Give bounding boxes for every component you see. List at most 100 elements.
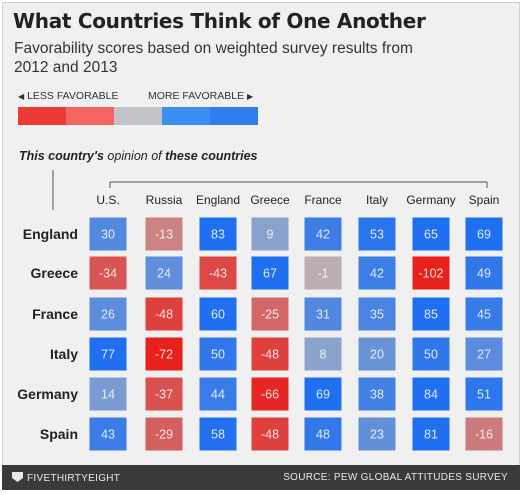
footer-bar: FIVETHIRTYEIGHT SOURCE: PEW GLOBAL ATTIT… (2, 465, 520, 490)
heatmap-cell (145, 217, 183, 251)
column-label: Greece (250, 193, 290, 207)
cell-value-label: -1 (317, 267, 328, 281)
right-triangle-icon: ▶ (247, 92, 254, 101)
heatmap-cell (251, 417, 289, 451)
cell-value-label: -48 (261, 348, 279, 362)
cell-value-label: 8 (320, 348, 327, 362)
heatmap-cell (251, 217, 289, 251)
cell-value-label: -37 (155, 388, 173, 402)
left-triangle-icon: ◀ (18, 92, 25, 101)
axis-caption: This country's opinion of these countrie… (19, 149, 258, 163)
legend-swatch (162, 107, 210, 125)
column-label: England (196, 193, 240, 207)
heatmap-cell (412, 377, 450, 411)
heatmap-cell (412, 217, 450, 251)
row-label: England (23, 226, 78, 242)
heatmap-cell (358, 337, 396, 371)
cell-value-label: -72 (155, 348, 173, 362)
cell-value-label: 77 (101, 348, 115, 362)
axis-caption-middle: opinion of (103, 149, 166, 163)
cell-value-label: -48 (155, 308, 173, 322)
column-label: France (304, 193, 342, 207)
heatmap-cell (251, 297, 289, 331)
cell-value-label: 23 (370, 428, 384, 442)
footer-brand: FIVETHIRTYEIGHT (12, 472, 120, 484)
heatmap-cell (145, 417, 183, 451)
heatmap-cell (251, 256, 289, 290)
cell-value-label: 38 (370, 388, 384, 402)
legend-less-favorable: ◀ LESS FAVORABLE (18, 90, 119, 102)
cell-value-label: 65 (424, 228, 438, 242)
heatmap-cell (465, 256, 503, 290)
fivethirtyeight-shield-icon (12, 472, 23, 482)
cell-value-label: 84 (424, 388, 438, 402)
heatmap-cell (304, 377, 342, 411)
legend-color-scale (18, 107, 258, 125)
row-label: Italy (50, 346, 78, 362)
heatmap-cell (89, 417, 127, 451)
column-label: Germany (406, 193, 455, 207)
cell-value-label: 42 (370, 267, 384, 281)
cell-value-label: -13 (155, 228, 173, 242)
axis-caption-suffix: these countries (165, 149, 258, 163)
cell-value-label: 24 (157, 267, 171, 281)
heatmap-cell (199, 377, 237, 411)
heatmap-cell (465, 337, 503, 371)
heatmap-cell (358, 217, 396, 251)
legend-less-label: LESS FAVORABLE (27, 90, 119, 102)
heatmap-cell (199, 417, 237, 451)
cell-value-label: 51 (477, 388, 491, 402)
heatmap-cell (304, 297, 342, 331)
cell-value-label: 26 (101, 308, 115, 322)
cell-value-label: -25 (261, 308, 279, 322)
heatmap-cell (89, 297, 127, 331)
column-label: Italy (366, 193, 388, 207)
cell-value-label: 85 (424, 308, 438, 322)
cell-value-label: -66 (261, 388, 279, 402)
cell-value-label: 58 (211, 428, 225, 442)
cell-value-label: 45 (477, 308, 491, 322)
cell-value-label: 31 (316, 308, 330, 322)
heatmap-cell (465, 417, 503, 451)
cell-value-label: 20 (370, 348, 384, 362)
cell-value-label: -16 (475, 428, 493, 442)
cell-value-label: 50 (424, 348, 438, 362)
heatmap-cell (304, 217, 342, 251)
heatmap-cell (251, 337, 289, 371)
row-label: Germany (17, 386, 78, 402)
axis-bracket (52, 170, 488, 210)
heatmap-cell (358, 377, 396, 411)
heatmap-cell (412, 297, 450, 331)
cell-value-label: 43 (101, 428, 115, 442)
cell-value-label: 67 (263, 267, 277, 281)
footer-brand-label: FIVETHIRTYEIGHT (27, 473, 121, 484)
chart-title: What Countries Think of One Another (13, 9, 426, 33)
cell-value-label: 9 (267, 228, 274, 242)
cell-value-label: 42 (316, 228, 330, 242)
column-label: Russia (146, 193, 183, 207)
cell-value-label: -43 (209, 267, 227, 281)
heatmap-cell (412, 256, 450, 290)
cell-value-label: -29 (155, 428, 173, 442)
cell-value-label: -34 (99, 267, 117, 281)
cell-value-label: 49 (477, 267, 491, 281)
row-label: France (32, 306, 78, 322)
heatmap-cell (145, 377, 183, 411)
heatmap-cell (89, 337, 127, 371)
heatmap-cell (145, 297, 183, 331)
heatmap-cell (465, 217, 503, 251)
cell-value-label: 69 (316, 388, 330, 402)
heatmap-cell (304, 256, 342, 290)
heatmap-cell (145, 256, 183, 290)
heatmap-cell (358, 256, 396, 290)
heatmap-cell (304, 417, 342, 451)
heatmap-cell (199, 337, 237, 371)
heatmap-cell (199, 256, 237, 290)
footer-source: SOURCE: PEW GLOBAL ATTITUDES SURVEY (283, 472, 508, 483)
heatmap-cell (199, 297, 237, 331)
cell-value-label: -102 (418, 267, 443, 281)
legend-swatch (66, 107, 114, 125)
legend-swatch (114, 107, 162, 125)
heatmap-cell (465, 297, 503, 331)
